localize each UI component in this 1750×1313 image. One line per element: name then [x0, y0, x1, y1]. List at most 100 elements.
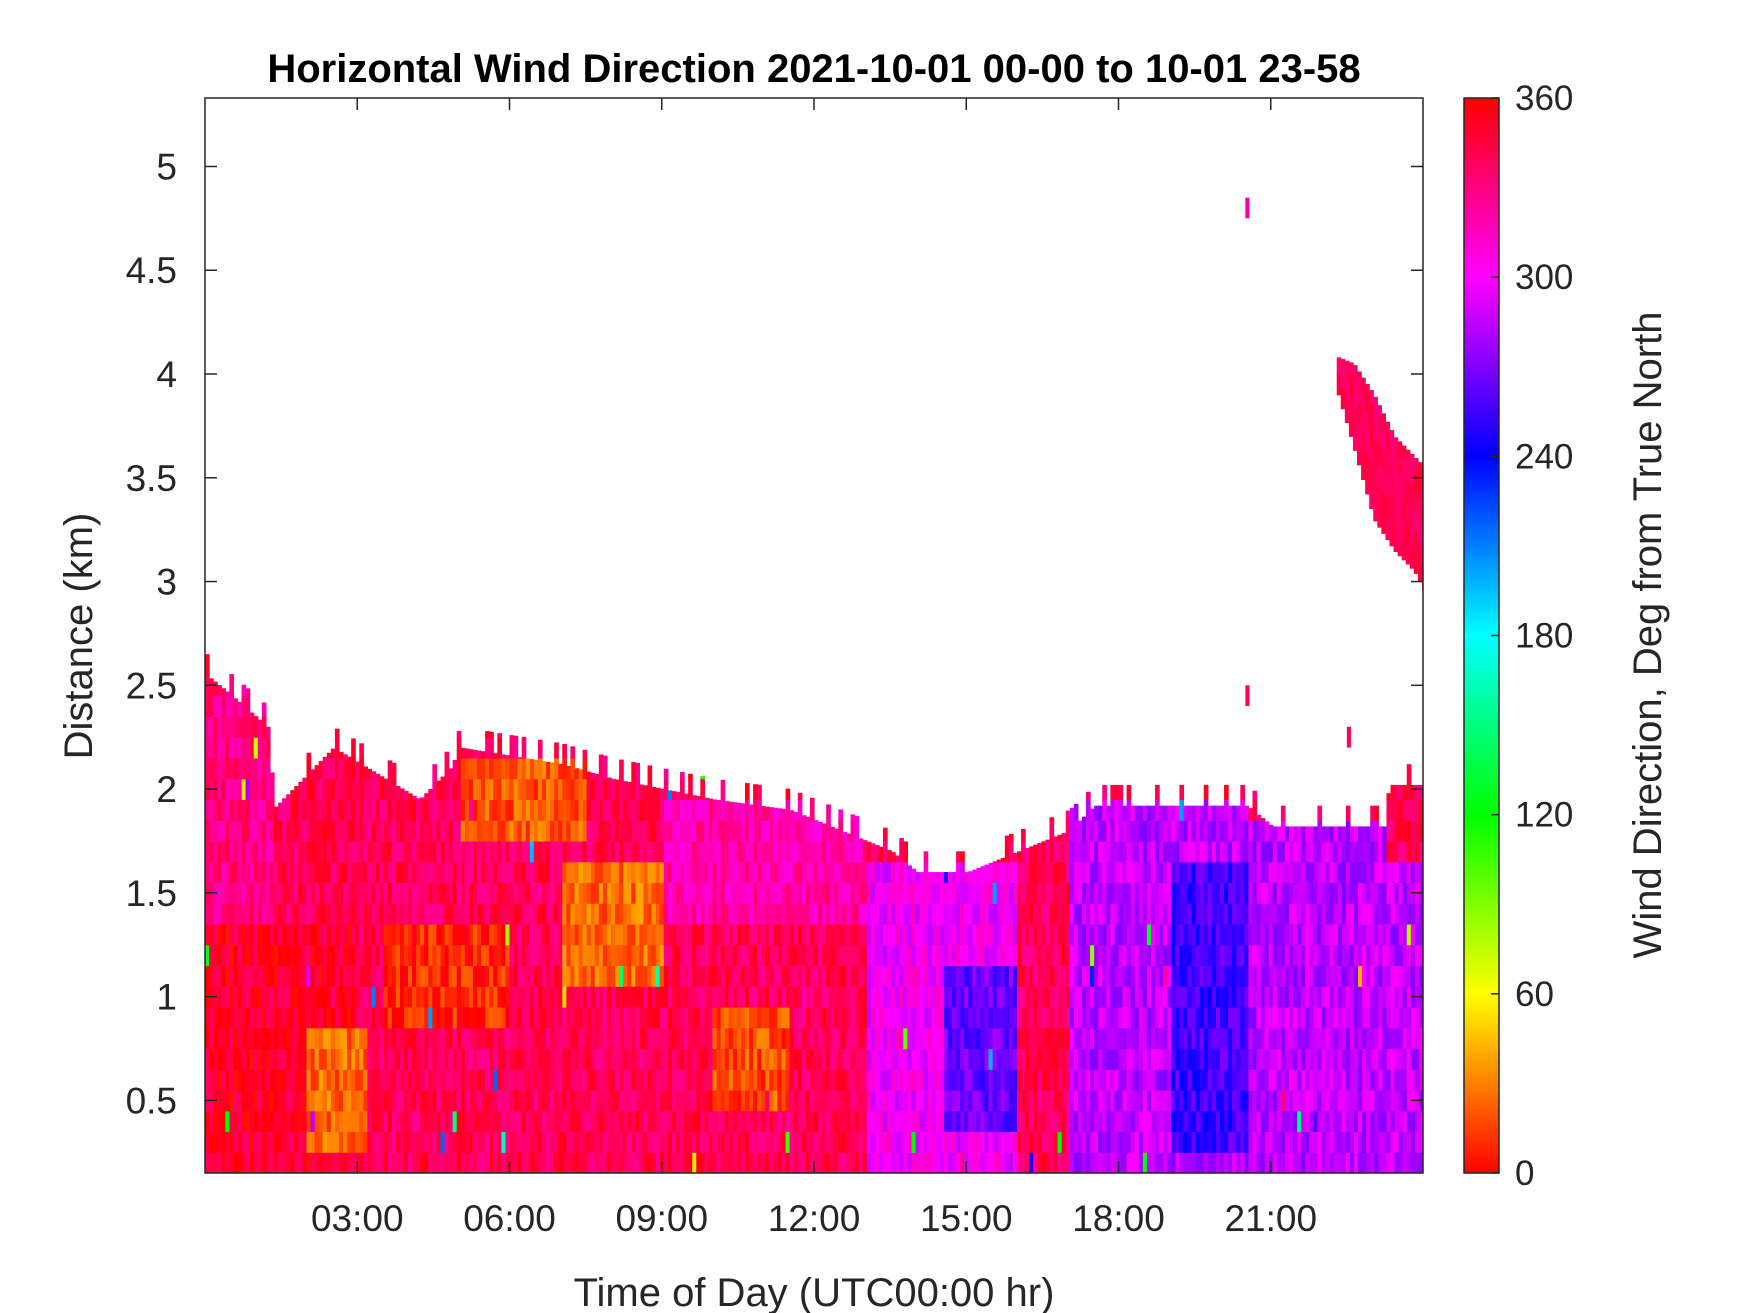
heatmap-cell-4426 — [1155, 1089, 1160, 1112]
heatmap-cell-2643 — [728, 1006, 734, 1029]
heatmap-cell-3957 — [1049, 1069, 1055, 1091]
heatmap-cell-4582 — [1187, 882, 1193, 904]
heatmap-cell-3172 — [846, 861, 852, 884]
heatmap-cell-2060 — [606, 1152, 612, 1173]
heatmap-cell-3955 — [1049, 1110, 1055, 1133]
heatmap-cell-1915 — [574, 778, 580, 801]
heatmap-cell-1675 — [529, 1110, 535, 1133]
heatmap-cell-3839 — [1021, 1152, 1026, 1173]
heatmap-cell-2916 — [789, 1027, 795, 1050]
heatmap-cell-4750 — [1224, 784, 1229, 801]
heatmap-cell-1551 — [505, 1027, 511, 1050]
heatmap-cell-2384 — [671, 861, 677, 884]
heatmap-cell-2243 — [643, 986, 649, 1008]
heatmap-cell-4186 — [1102, 1110, 1107, 1133]
heatmap-cell-3087 — [826, 820, 831, 842]
heatmap-cell-1478 — [489, 757, 494, 780]
heatmap-cell-2496 — [696, 944, 701, 967]
heatmap-cell-809 — [355, 923, 360, 946]
heatmap-cell-1932 — [578, 840, 584, 863]
heatmap-cell-3753 — [996, 903, 1002, 925]
heatmap-cell-1541 — [501, 799, 507, 821]
heatmap-cell-4519 — [1175, 1048, 1180, 1070]
heatmap-cell-4817 — [1240, 903, 1245, 925]
heatmap-cell-644 — [322, 840, 328, 863]
heatmap-cell-3428 — [911, 1027, 917, 1050]
heatmap-cell-3516 — [935, 1089, 941, 1112]
heatmap-cell-935 — [379, 820, 385, 842]
heatmap-cell-3517 — [935, 1069, 941, 1091]
heatmap-cell-1553 — [505, 986, 511, 1008]
heatmap-cell-2728 — [749, 1131, 754, 1153]
heatmap-cell-1129 — [420, 799, 425, 821]
heatmap-cell-3447 — [915, 944, 921, 967]
heatmap-cell-3467 — [923, 1152, 929, 1173]
heatmap-cell-2967 — [801, 1110, 807, 1133]
heatmap-cell-4505 — [1171, 965, 1176, 987]
heatmap-cell-3421 — [907, 865, 913, 884]
heatmap-cell-4742 — [1224, 944, 1229, 967]
heatmap-cell-2867 — [777, 903, 783, 925]
heatmap-cell-748 — [343, 882, 348, 904]
heatmap-cell-4689 — [1211, 923, 1217, 946]
heatmap-cell-2003 — [594, 1048, 600, 1070]
heatmap-cell-2439 — [684, 923, 689, 946]
heatmap-cell-2637 — [728, 1131, 734, 1153]
heatmap-cell-1063 — [408, 986, 413, 1008]
heatmap-cell-3671 — [976, 1027, 982, 1050]
heatmap-cell-2786 — [761, 1089, 766, 1112]
heatmap-cell-2043 — [602, 1069, 608, 1091]
heatmap-cell-2982 — [801, 815, 807, 821]
heatmap-cell-2107 — [615, 986, 620, 1008]
heatmap-cell-1042 — [403, 1027, 409, 1050]
heatmap-cell-4492 — [1167, 861, 1172, 884]
heatmap-cell-151 — [229, 1027, 235, 1050]
heatmap-cell-3412 — [907, 1048, 913, 1070]
heatmap-cell-4053 — [1069, 882, 1075, 904]
heatmap-cell-3527 — [935, 872, 941, 884]
heatmap-cell-1570 — [509, 1069, 515, 1091]
heatmap-cell-2923 — [789, 882, 795, 904]
heatmap-cell-2751 — [753, 1027, 758, 1050]
heatmap-cell-1472 — [489, 882, 494, 904]
heatmap-cell-3262 — [870, 1131, 876, 1153]
heatmap-cell-2087 — [611, 1006, 616, 1029]
heatmap-cell-2585 — [716, 1069, 722, 1091]
heatmap-cell-1798 — [554, 1069, 559, 1091]
heatmap-cell-2513 — [700, 986, 705, 1008]
heatmap-cell-3091 — [830, 1110, 835, 1133]
heatmap-cell-2624 — [724, 1027, 730, 1050]
heatmap-cell-2871 — [777, 820, 783, 842]
heatmap-cell-2621 — [724, 1089, 730, 1112]
heatmap-cell-4499 — [1171, 1089, 1176, 1112]
heatmap-cell-3423 — [911, 1131, 917, 1153]
heatmap-cell-2877 — [781, 1069, 787, 1091]
heatmap-cell-3261 — [870, 1152, 876, 1173]
heatmap-cell-1075 — [412, 1131, 417, 1153]
heatmap-cell-1462 — [489, 1089, 494, 1112]
heatmap-cell-228 — [241, 903, 247, 925]
heatmap-cell-790 — [351, 882, 356, 904]
heatmap-cell-842 — [363, 1089, 368, 1112]
heatmap-cell-3603 — [956, 851, 961, 863]
heatmap-cell-2481 — [692, 861, 697, 884]
heatmap-cell-3294 — [878, 1131, 884, 1153]
heatmap-cell-1318 — [460, 1006, 466, 1029]
heatmap-cell-3095 — [830, 1027, 835, 1050]
heatmap-cell-3197 — [854, 1069, 860, 1091]
heatmap-cell-2422 — [680, 861, 685, 884]
heatmap-cell-3999 — [1057, 923, 1063, 946]
heatmap-cell-4333 — [1134, 1152, 1140, 1173]
heatmap-cell-4089 — [1077, 882, 1083, 904]
heatmap-cell-4183 — [1098, 805, 1103, 821]
heatmap-cell-2002 — [594, 1069, 600, 1091]
heatmap-cell-3266 — [870, 1048, 876, 1070]
heatmap-cell-1591 — [513, 1089, 519, 1112]
heatmap-cell-3288 — [874, 923, 880, 946]
heatmap-cell-2873 — [781, 1152, 787, 1173]
heatmap-cell-2372 — [671, 1110, 677, 1133]
heatmap-cell-4399 — [1146, 903, 1152, 925]
heatmap-cell-1951 — [582, 861, 588, 884]
heatmap-cell-208 — [237, 840, 243, 863]
heatmap-cell-4775 — [1232, 1027, 1237, 1050]
